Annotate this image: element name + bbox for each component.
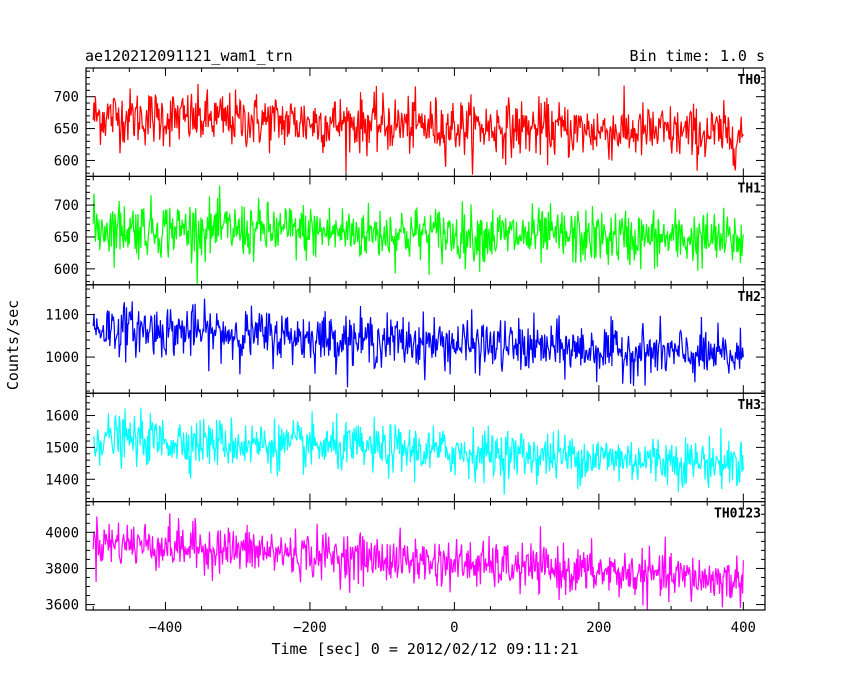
panel-label-th0: TH0 [738,73,762,88]
y-axis-label: Counts/sec [4,300,22,390]
panel-label-th1: TH1 [738,181,762,196]
x-tick-label: −200 [293,620,327,636]
panel-th0: 600 650 700 TH0 [54,67,766,178]
chart-title: ae120212091121_wam1_trn [85,47,293,65]
y-tick-label: 700 [54,198,79,214]
bin-time-label: Bin time: 1.0 s [630,47,765,65]
y-tick-label: 600 [54,262,79,278]
y-tick-label: 1400 [45,472,79,488]
x-tick-label: 400 [731,620,756,636]
y-tick-label: 600 [54,153,79,169]
series-line-th0 [92,83,744,175]
x-tick-label: 200 [586,620,611,636]
series-line-th2 [92,298,744,388]
series-line-th3 [92,407,744,495]
panel-label-th3: TH3 [738,398,761,413]
panel-frame [85,501,766,611]
y-tick-label: 650 [54,230,79,246]
y-tick-label: 4000 [45,525,79,541]
y-tick-label: 3800 [45,561,79,577]
y-tick-label: 3600 [45,598,79,614]
y-tick-label: 1000 [45,350,79,366]
panel-th0123: 3600 3800 4000 TH0123 [45,501,766,614]
y-tick-label: 1600 [45,409,79,425]
panel-th2: 1000 1100 TH2 [45,284,766,394]
panel-label-th2: TH2 [738,290,761,305]
series-line-th0123 [92,513,744,611]
x-tick-label: −400 [149,620,183,636]
series-line-th1 [92,185,744,285]
x-tick-label: 0 [450,620,458,636]
panel-th1: 600 650 700 TH1 [54,175,766,286]
y-tick-label: 1500 [45,440,79,456]
x-axis-label: Time [sec] 0 = 2012/02/12 09:11:21 [271,640,578,658]
y-tick-label: 700 [54,90,79,106]
panels-group: 600650700TH0600650700TH110001100TH214001… [45,67,766,614]
y-tick-label: 650 [54,122,79,138]
x-axis: −400 −200 0 200 400 [149,620,756,636]
y-tick-label: 1100 [45,308,79,324]
panel-th3: 1400 1500 1600 TH3 [45,392,766,503]
panel-label-th0123: TH0123 [714,507,761,522]
